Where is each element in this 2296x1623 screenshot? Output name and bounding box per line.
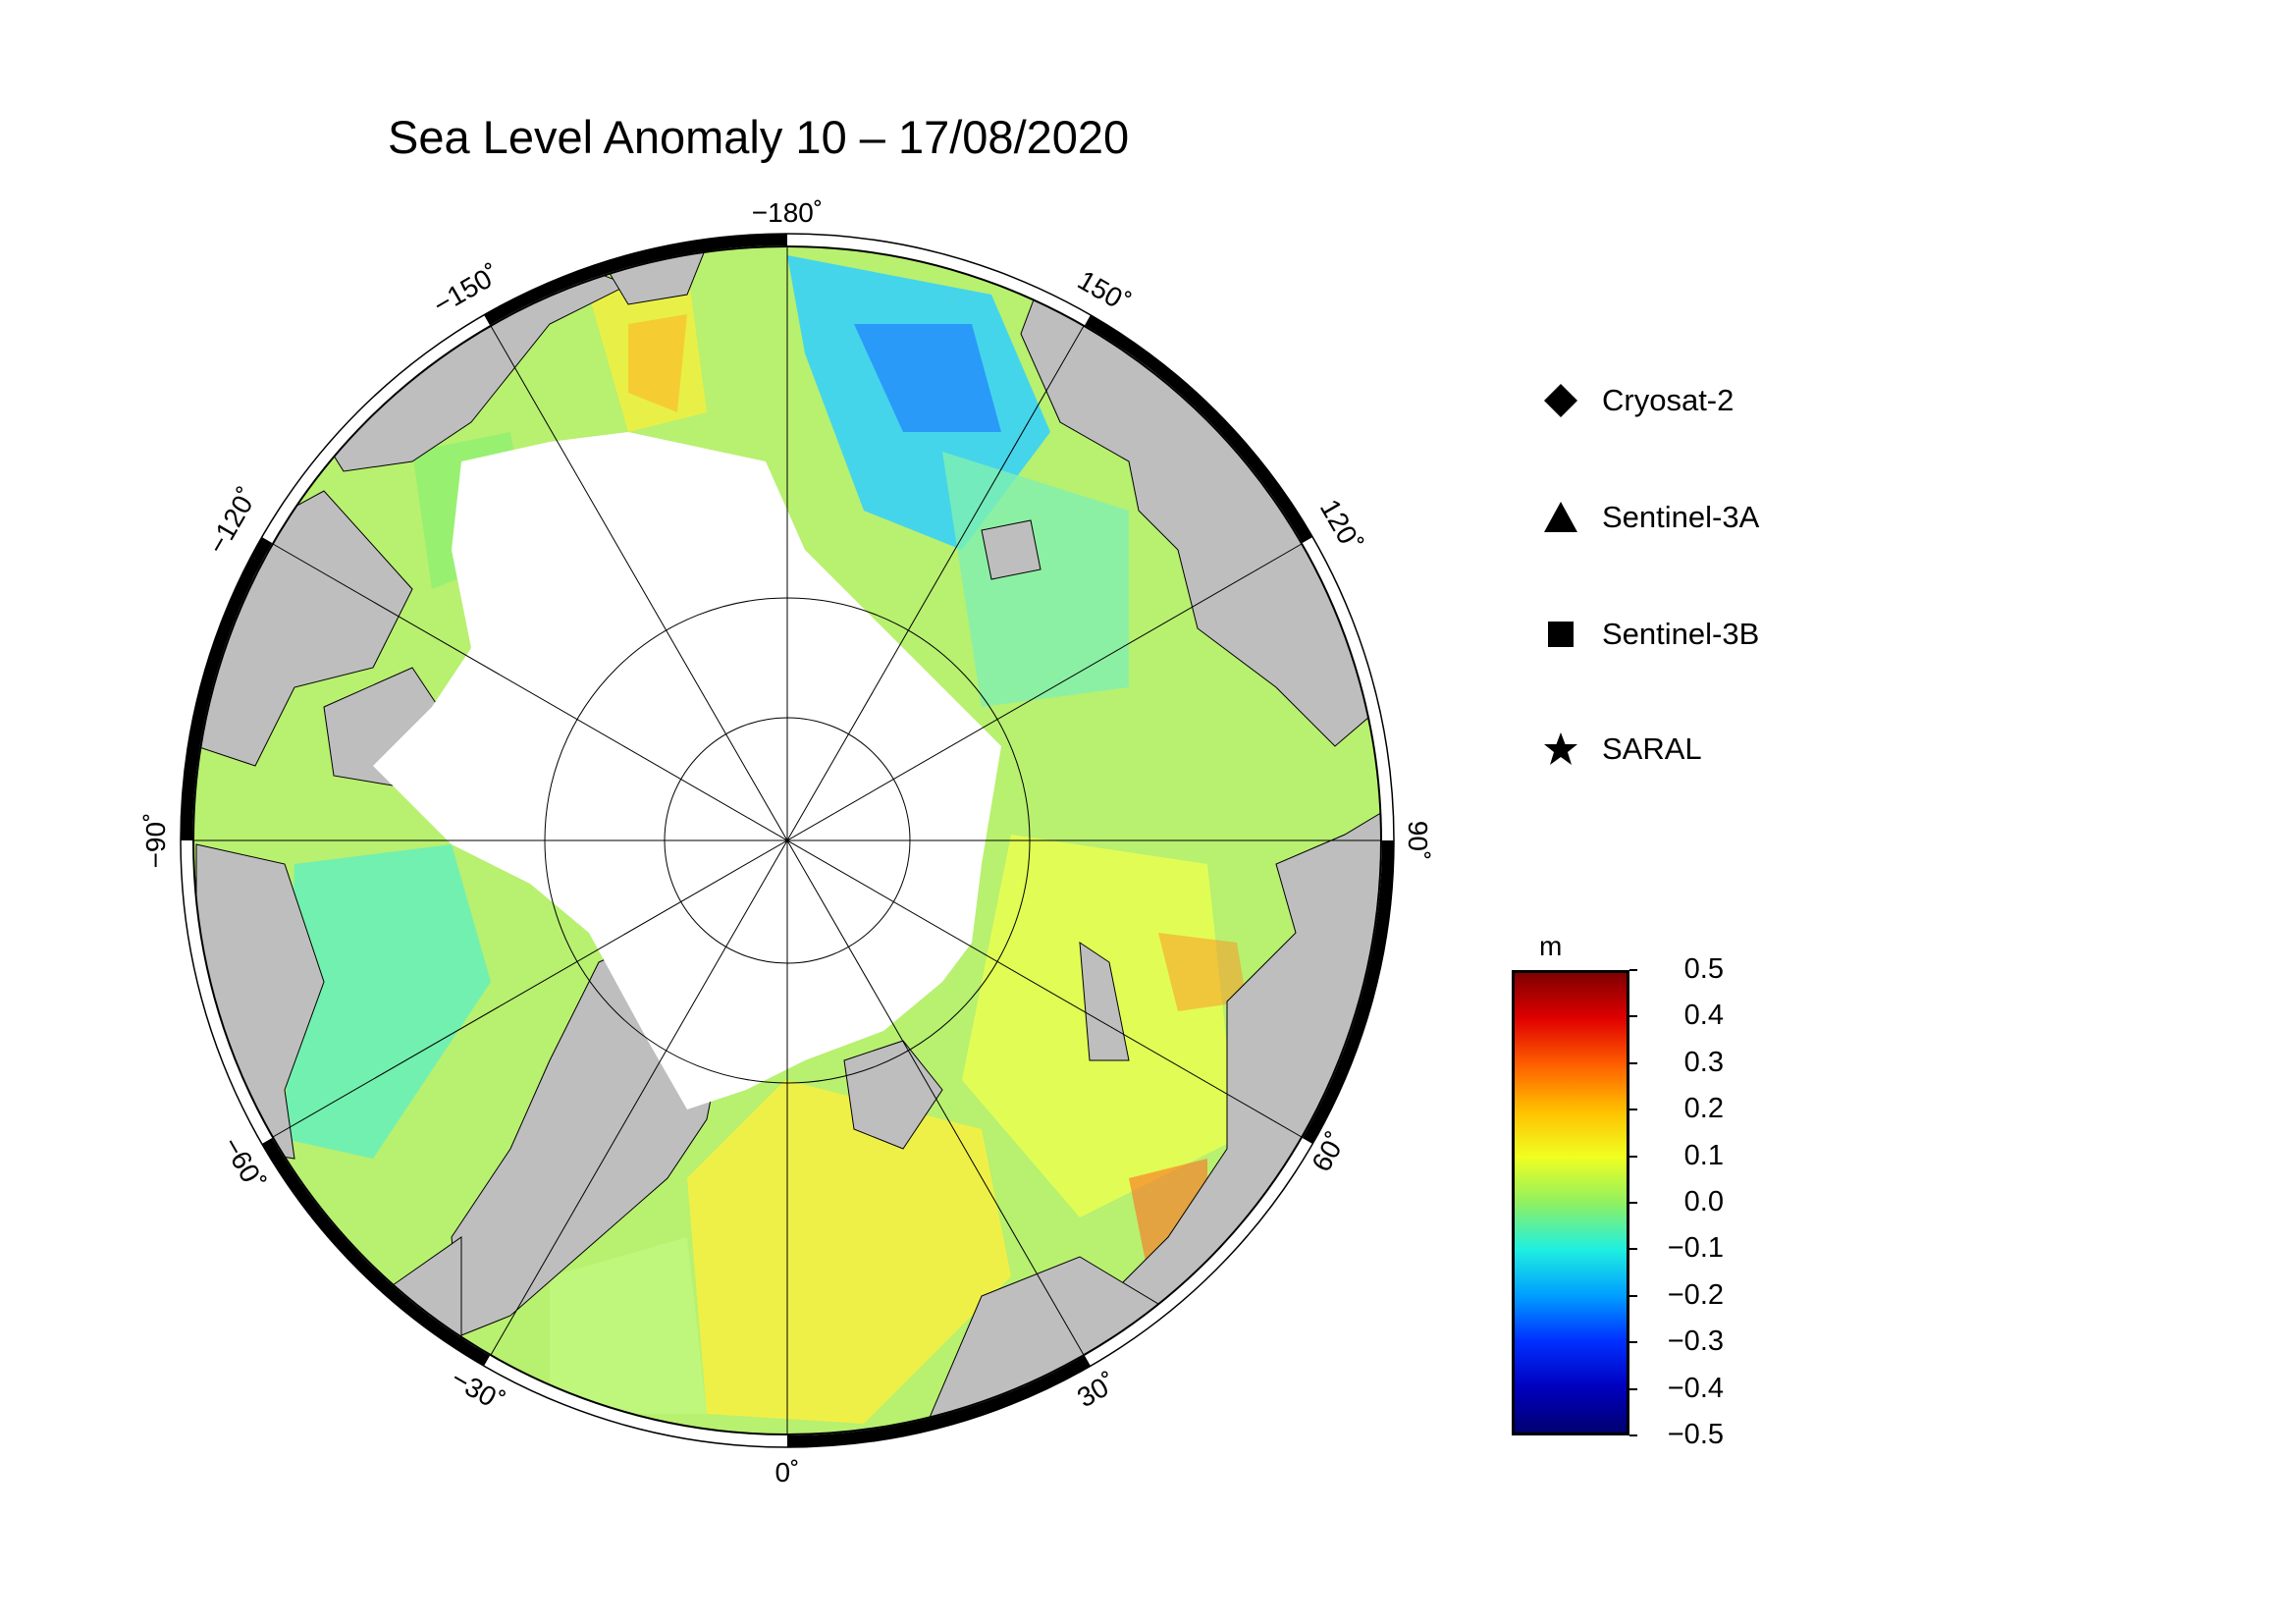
colorbar-tick [1629,1015,1637,1018]
legend-label: SARAL [1602,731,1702,766]
colorbar-tick [1629,1155,1637,1158]
colorbar-tick [1629,1341,1637,1344]
anomaly-field [285,255,1247,1424]
lon-label-90: 90˚ [1403,821,1433,860]
colorbar-tick-label: 0.1 [1683,1139,1724,1171]
colorbar-tick-label: −0.1 [1667,1232,1724,1265]
map-title: Sea Level Anomaly 10 – 17/08/2020 [388,111,1130,163]
colorbar-tick-label: 0.0 [1683,1186,1724,1217]
colorbar-unit: m [1539,931,1563,961]
colorbar-tick-label: 0.2 [1683,1093,1724,1125]
lon-label-120: 120˚ [1314,494,1368,557]
colorbar-tick-label: 0.3 [1683,1046,1724,1078]
colorbar-tick [1629,1248,1637,1251]
colorbar-tick-label: 0.5 [1683,953,1724,985]
graticule [193,246,1381,1434]
colorbar-tick [1629,1109,1637,1111]
lon-label-30: 30˚ [1072,1367,1122,1413]
frame-bars [181,234,1394,1447]
legend-item-saral: SARAL [1543,731,1702,767]
lon-label-m90: −90˚ [140,813,171,869]
legend-label: Sentinel-3A [1602,500,1760,534]
colorbar-tick [1629,1061,1637,1064]
legend-item-sentinel3a: Sentinel-3A [1543,500,1759,535]
colorbar-tick [1629,1387,1637,1390]
colorbar-tick [1629,1294,1637,1297]
lon-label-m120: −120˚ [201,482,263,559]
lon-label-0: 0˚ [775,1457,800,1488]
colorbar-tick [1629,1202,1637,1204]
star-icon [1544,732,1577,765]
colorbar [1512,970,1629,1435]
square-icon [1548,622,1574,647]
legend-item-sentinel3b: Sentinel-3B [1543,617,1759,652]
legend-label: Sentinel-3B [1602,617,1760,651]
colorbar-tick-label: −0.5 [1667,1419,1724,1450]
lon-label-m30: −30˚ [446,1363,509,1417]
legend-item-cryosat: Cryosat-2 [1543,383,1734,418]
lon-label-m180: −180˚ [752,197,823,228]
colorbar-tick [1629,969,1637,971]
triangle-icon [1544,502,1577,532]
lon-label-m60: −60˚ [217,1132,271,1196]
colorbar-tick-label: −0.3 [1667,1325,1724,1358]
colorbar-tick-label: −0.4 [1667,1372,1724,1404]
colorbar-tick-label: −0.2 [1667,1278,1724,1311]
colorbar-tick-label: 0.4 [1683,1000,1724,1032]
colorbar-tick [1629,1434,1637,1436]
legend-label: Cryosat-2 [1602,383,1735,417]
diamond-icon [1544,384,1577,417]
